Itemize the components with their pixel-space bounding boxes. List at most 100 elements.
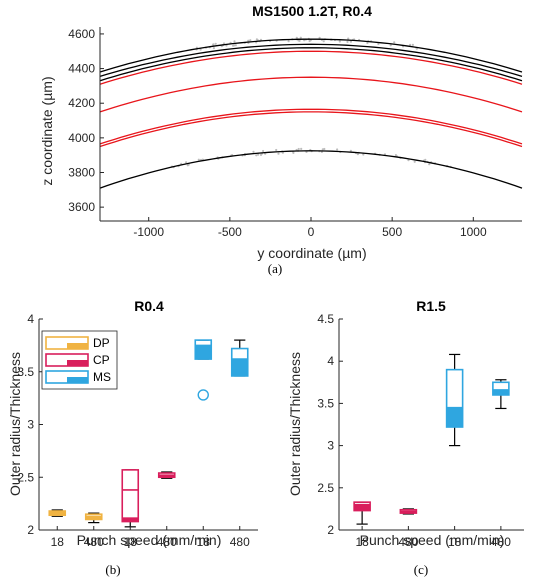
- panel-a: MS1500 1.2T, R0.4 -1000 -500 0 500 1000 3600 3…: [39, 3, 523, 276]
- box-1: [353, 501, 371, 525]
- series-line-1: [99, 38, 523, 73]
- box-5: [194, 339, 213, 401]
- y-tick-label: 3.5: [17, 365, 34, 379]
- chart-b-ylabel: Outer radius/Thickness: [7, 352, 23, 496]
- box-3: [445, 353, 464, 447]
- scatter-point: [199, 48, 202, 51]
- box-1: [48, 509, 67, 517]
- y-tick-label: 2: [327, 523, 334, 537]
- scatter-point: [323, 147, 326, 151]
- scatter-point: [389, 44, 392, 47]
- panel-c: R1.5 18 480 18 480 2 2.5 3 3.5 4 4.5 Punch speed …: [287, 298, 524, 577]
- chart-a-subcaption: (a): [268, 261, 282, 276]
- scatter-point: [275, 148, 278, 152]
- legend-swatch-fill: [67, 360, 88, 366]
- y-tick-label: 3600: [68, 200, 95, 214]
- scatter-point: [318, 36, 321, 39]
- y-tick-label: 3800: [68, 166, 95, 180]
- scatter-point: [287, 40, 290, 43]
- y-tick-label: 3.5: [317, 396, 334, 410]
- legend-label: MS: [93, 370, 111, 384]
- chart-a-title: MS1500 1.2T, R0.4: [252, 3, 372, 19]
- scatter-point: [411, 43, 414, 47]
- scatter-point: [247, 39, 250, 42]
- chart-a-ylabel: z coordinate (µm): [39, 76, 55, 185]
- y-tick-label: 4400: [68, 62, 95, 76]
- x-tick-label: 480: [398, 535, 418, 549]
- box-outlier: [197, 389, 209, 401]
- y-tick-label: 4: [27, 312, 34, 326]
- box-body: [194, 339, 213, 360]
- box-fill: [492, 389, 509, 395]
- box-6: [230, 339, 249, 377]
- scatter-point: [233, 40, 236, 43]
- x-tick-label: 18: [448, 535, 462, 549]
- box-fill: [231, 359, 248, 376]
- scatter-point: [413, 160, 416, 163]
- scatter-point: [262, 149, 265, 153]
- box-body: [230, 347, 249, 377]
- scatter-point: [336, 148, 339, 151]
- box-body: [445, 368, 464, 428]
- scatter-point: [297, 147, 300, 151]
- x-tick-label: 18: [355, 535, 369, 549]
- box-fill: [158, 475, 175, 478]
- scatter-layer: [170, 36, 452, 169]
- scatter-point: [292, 151, 295, 154]
- scatter-point: [338, 40, 341, 43]
- scatter-point: [308, 39, 311, 43]
- y-tick-label: 2: [27, 523, 34, 537]
- scatter-point: [322, 40, 325, 43]
- box-3: [121, 469, 140, 528]
- x-tick-label: -1000: [133, 225, 164, 239]
- series-line-5: [99, 76, 523, 113]
- scatter-point: [197, 158, 200, 161]
- scatter-point: [356, 153, 359, 156]
- scatter-point: [249, 39, 252, 42]
- y-tick-label: 4000: [68, 131, 95, 145]
- chart-b-xlabel: Punch speed (mm/min): [77, 532, 222, 548]
- box-4: [157, 471, 176, 479]
- x-tick-label: 500: [382, 225, 402, 239]
- box-body: [492, 381, 510, 396]
- y-tick-label: 3: [27, 418, 34, 432]
- scatter-point: [393, 41, 396, 44]
- x-tick-label: 18: [51, 535, 65, 549]
- series-line-7: [99, 111, 523, 148]
- box-fill: [49, 512, 66, 516]
- x-tick-label: 480: [491, 535, 511, 549]
- series-line-4: [99, 50, 523, 85]
- scatter-point: [347, 37, 350, 40]
- series-line-3: [99, 47, 523, 82]
- x-tick-label: 480: [157, 535, 177, 549]
- scatter-point: [255, 154, 258, 157]
- series-line-6: [99, 108, 523, 145]
- scatter-point: [234, 44, 237, 47]
- legend-label: DP: [93, 336, 110, 350]
- legend-swatch-fill: [67, 377, 88, 383]
- x-tick-label: 0: [308, 225, 315, 239]
- scatter-point: [377, 42, 380, 46]
- y-tick-label: 4200: [68, 96, 95, 110]
- scatter-point: [252, 150, 255, 153]
- y-tick-label: 4: [327, 354, 334, 368]
- chart-b-title: R0.4: [134, 298, 164, 314]
- x-tick-label: 480: [84, 535, 104, 549]
- x-tick-label: -500: [218, 225, 242, 239]
- legend: DP CP MS: [41, 330, 118, 390]
- y-tick-label: 4.5: [317, 312, 334, 326]
- x-tick-label: 18: [124, 535, 138, 549]
- chart-b-subcaption: (b): [105, 562, 120, 577]
- x-tick-label: 18: [197, 535, 211, 549]
- x-tick-label: 480: [230, 535, 250, 549]
- y-tick-label: 4600: [68, 27, 95, 41]
- box-fill: [195, 345, 212, 360]
- series-line-2: [99, 43, 523, 78]
- scatter-point: [346, 40, 349, 44]
- y-tick-label: 2.5: [317, 481, 334, 495]
- legend-label: CP: [93, 353, 110, 367]
- scatter-point: [214, 42, 217, 45]
- box-fill: [122, 517, 139, 522]
- scatter-point: [232, 44, 235, 47]
- box-fill: [446, 407, 463, 428]
